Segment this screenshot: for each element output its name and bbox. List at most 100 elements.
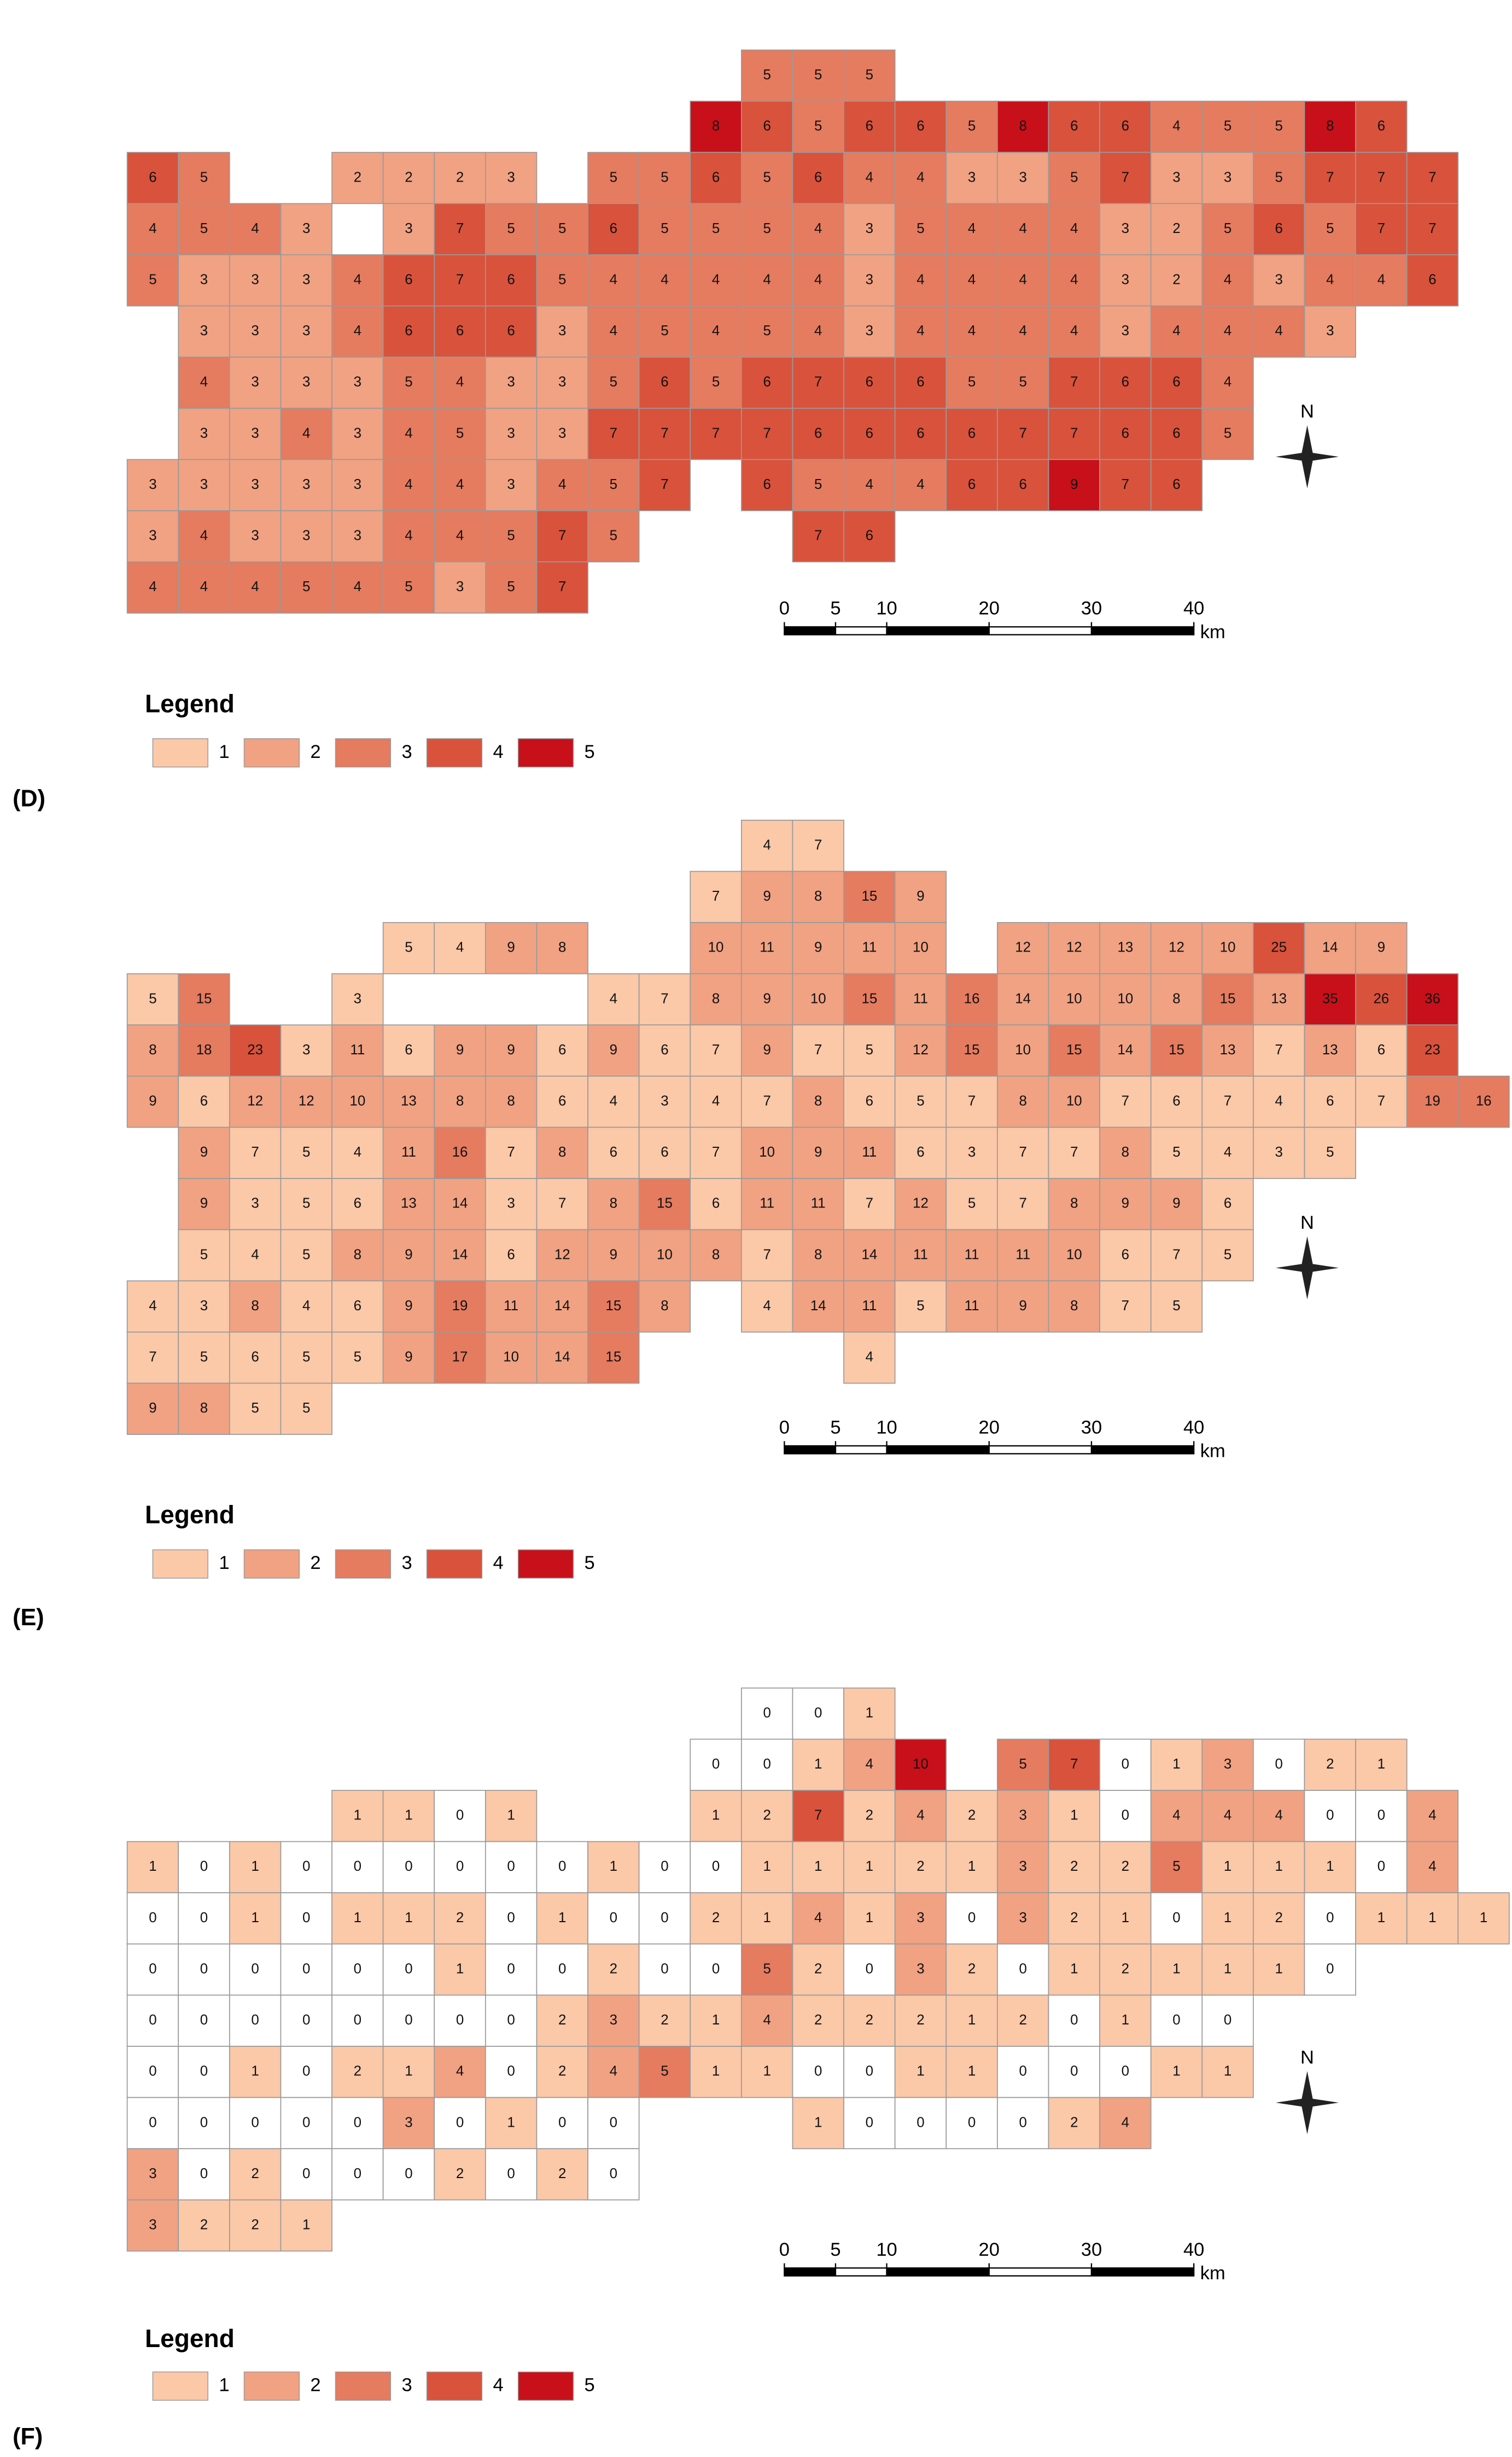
cell-value: 2: [866, 2012, 873, 2028]
cell-value: 14: [810, 1298, 826, 1314]
cell-value: 5: [1019, 1756, 1026, 1772]
cell-value: 19: [452, 1298, 468, 1314]
cell-value: 10: [810, 991, 826, 1006]
legend-swatch: [243, 2371, 300, 2401]
cell-value: 13: [1271, 991, 1287, 1006]
cell-value: 0: [302, 2166, 310, 2181]
grid-cell: [1253, 1790, 1305, 1842]
grid-cell: [1201, 1738, 1254, 1791]
cell-value: 5: [302, 1400, 310, 1416]
cell-value: 3: [302, 477, 310, 492]
grid-cell: [331, 2148, 384, 2201]
cell-value: 4: [1070, 323, 1078, 339]
cell-value: 5: [610, 477, 617, 492]
grid-cell: [792, 1892, 844, 1945]
grid-cell: [331, 1892, 384, 1945]
grid-cell: [1406, 203, 1459, 255]
scale-segment: [834, 2267, 888, 2277]
grid-cell: [894, 973, 947, 1026]
cell-value: 0: [814, 2064, 822, 2079]
cell-value: 1: [1275, 1859, 1282, 1874]
grid-cell: [536, 561, 588, 614]
cell-value: 5: [661, 221, 668, 236]
grid-cell: [536, 407, 588, 460]
grid-cell: [740, 2046, 793, 2098]
cell-value: 5: [661, 323, 668, 339]
legend-swatch: [517, 738, 574, 768]
cell-value: 0: [251, 1961, 259, 1976]
grid-cell: [484, 254, 538, 307]
cell-value: 0: [200, 2012, 208, 2028]
cell-value: 9: [814, 940, 822, 955]
grid-cell: [229, 1024, 282, 1077]
grid-cell: [1099, 1841, 1152, 1894]
legend-label: 1: [219, 1553, 229, 1573]
grid-cell: [997, 407, 1049, 460]
cell-value: 0: [1019, 1961, 1026, 1976]
legend-swatch: [335, 1549, 392, 1579]
cell-value: 5: [251, 1400, 259, 1416]
cell-value: 4: [1224, 272, 1231, 288]
grid-cell: [382, 922, 435, 974]
cell-value: 1: [507, 2115, 515, 2130]
legend-label: 5: [585, 1553, 595, 1573]
grid-cell: [792, 2097, 844, 2150]
panel-label: (D): [13, 786, 45, 812]
cell-value: 4: [1019, 272, 1026, 288]
cell-value: 0: [1122, 1756, 1129, 1772]
panel-label: (E): [13, 1604, 44, 1631]
grid-cell: [997, 305, 1049, 358]
grid-cell: [229, 1382, 282, 1435]
map-panel: 5 5 5 8 6 5 6 6 5 8 6 6 4 5 5 8 6 6 5 2 2 2 3 5 5 6 5 6 4 4 3 3 5 7 3 3 5 7 7 7…: [13, 49, 1459, 812]
cell-value: 6: [200, 1093, 208, 1108]
grid-cell: [331, 973, 384, 1026]
cell-value: 2: [558, 2064, 566, 2079]
grid-cell: [1099, 254, 1152, 307]
cell-value: 6: [1172, 477, 1180, 492]
grid-cell: [843, 1790, 896, 1842]
cell-value: 23: [247, 1042, 263, 1058]
grid-cell: [229, 510, 282, 563]
grid-cell: [536, 922, 588, 974]
cell-value: 5: [1172, 1145, 1180, 1160]
grid-cell: [1304, 1841, 1356, 1894]
grid-cell: [740, 151, 793, 205]
cell-value: 10: [503, 1350, 519, 1365]
grid-cell: [434, 561, 486, 614]
grid-cell: [997, 973, 1049, 1026]
grid-cell: [229, 254, 282, 307]
cell-value: 7: [814, 528, 822, 544]
grid-cell: [229, 561, 282, 614]
cell-value: 6: [1224, 1196, 1231, 1211]
grid-cell: [178, 203, 230, 255]
grid-cell: [1201, 1024, 1254, 1077]
cell-value: 6: [866, 1093, 873, 1108]
grid-cell: [1355, 1024, 1408, 1077]
cell-value: 5: [149, 272, 156, 288]
grid-cell: [382, 2148, 435, 2201]
cell-value: 0: [149, 1961, 156, 1976]
grid-cell: [1304, 101, 1356, 153]
grid-cell: [792, 151, 844, 205]
cell-value: 15: [657, 1196, 673, 1211]
cell-value: 7: [1224, 1093, 1231, 1108]
cell-value: 3: [200, 1298, 208, 1314]
cell-value: 2: [1070, 2115, 1078, 2130]
cell-value: 0: [354, 2012, 361, 2028]
grid-cell: [690, 1178, 742, 1230]
cell-value: 5: [661, 170, 668, 185]
cell-value: 5: [1224, 221, 1231, 236]
cell-value: 6: [814, 170, 822, 185]
cell-value: 5: [1224, 425, 1231, 441]
grid-cell: [638, 1229, 691, 1282]
grid-cell: [843, 1178, 896, 1230]
grid-cell: [690, 1024, 742, 1077]
cell-value: 4: [814, 272, 822, 288]
cell-value: 3: [507, 170, 515, 185]
scale-label: 0: [779, 1417, 790, 1438]
cell-value: 0: [251, 2012, 259, 2028]
cell-value: 3: [610, 2012, 617, 2028]
grid-cell: [1201, 1994, 1254, 2047]
cell-value: 7: [1275, 1042, 1282, 1058]
cell-value: 5: [610, 528, 617, 544]
